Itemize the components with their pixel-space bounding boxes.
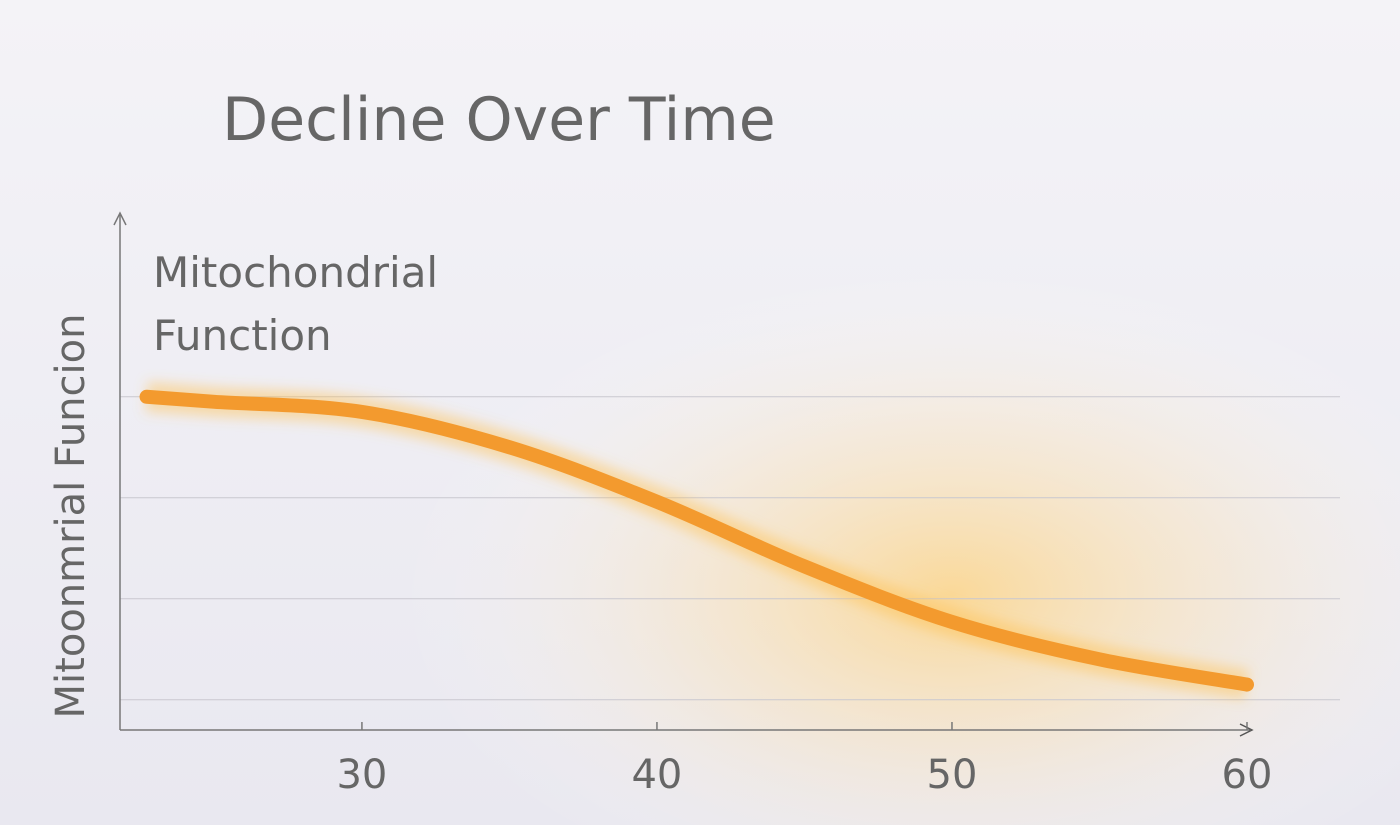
x-tick-label: 60 — [1222, 752, 1273, 798]
y-axis-arrow — [113, 211, 127, 226]
annotation: Function — [153, 311, 332, 360]
y-axis-label: Mitoonmrial Funcion — [48, 314, 94, 719]
annotation: Mitochondrial — [153, 248, 438, 297]
chart-title: Decline Over Time — [222, 85, 776, 155]
x-tick-label: 50 — [927, 752, 978, 798]
x-tick-label: 30 — [336, 752, 387, 798]
x-tick-label: 40 — [631, 752, 682, 798]
x-axis-arrow — [1239, 723, 1254, 737]
line — [139, 389, 1254, 692]
